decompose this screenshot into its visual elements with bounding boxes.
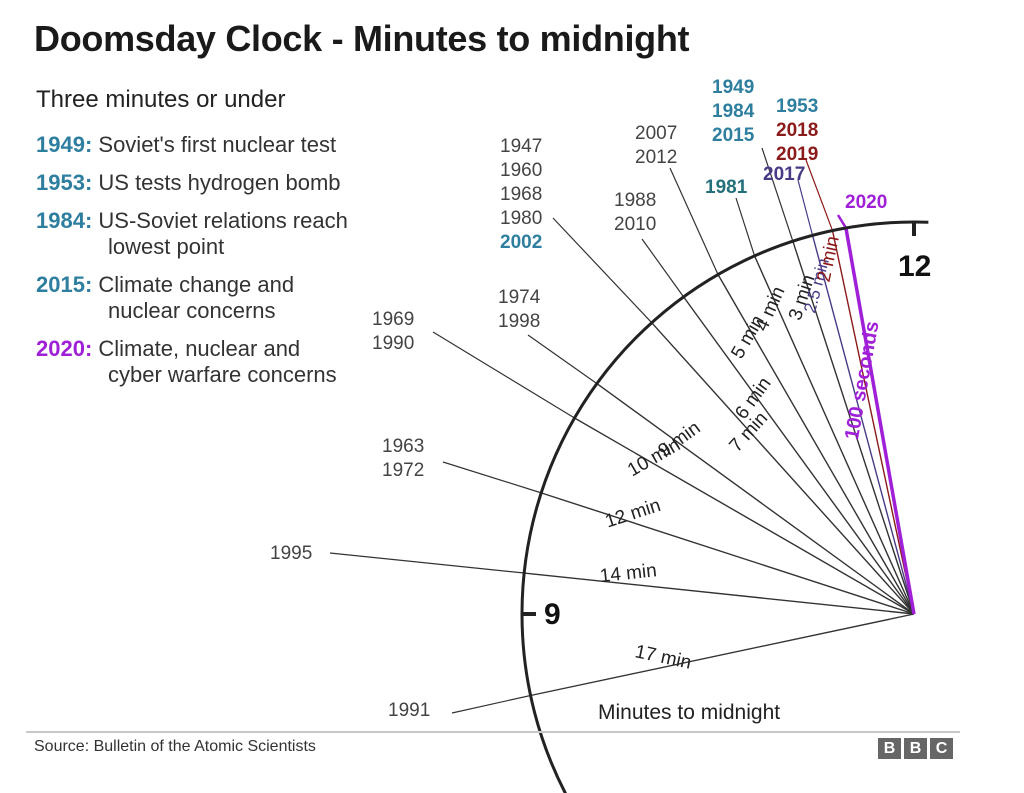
- year-label: 2010: [614, 214, 656, 235]
- clock-face-arc: [520, 220, 929, 793]
- bbc-logo-letter: C: [930, 738, 953, 759]
- clock-hand: [524, 572, 915, 615]
- legend-item: 1984: US-Soviet relations reach lowest po…: [36, 208, 426, 260]
- year-label: 2018: [776, 120, 818, 141]
- legend-item: 1949: Soviet's first nuclear test: [36, 132, 426, 158]
- legend-item: 2020: Climate, nuclear and cyber warfare …: [36, 336, 426, 388]
- minute-label: 4 min: [751, 283, 789, 334]
- clock-hand: [717, 274, 915, 615]
- year-leader-line: [836, 214, 847, 229]
- legend-desc: Climate change and: [92, 272, 295, 297]
- year-leader-line: [329, 552, 525, 574]
- year-label: 1960: [500, 160, 542, 181]
- year-label: 1991: [388, 700, 430, 721]
- subtitle: Three minutes or under: [36, 86, 286, 113]
- year-label: 1995: [270, 543, 312, 564]
- source-note: Source: Bulletin of the Atomic Scientist…: [34, 738, 316, 755]
- year-leader-line: [442, 461, 542, 494]
- year-leader-line: [735, 197, 756, 257]
- clock-hand: [811, 235, 915, 615]
- bbc-logo-letter: B: [904, 738, 927, 759]
- year-label: 1984: [712, 101, 755, 122]
- legend-desc: US tests hydrogen bomb: [92, 170, 341, 195]
- clock-hand: [530, 613, 915, 697]
- year-label: 1981: [705, 177, 748, 198]
- page-title: Doomsday Clock - Minutes to midnight: [34, 18, 690, 59]
- year-label: 2002: [500, 232, 542, 253]
- year-leader-line: [761, 147, 794, 242]
- year-label: 2020: [845, 192, 887, 213]
- clock-hands: [329, 147, 916, 714]
- clock-hand: [792, 240, 915, 615]
- year-label: 1949: [712, 77, 754, 98]
- year-label: 1963: [382, 436, 424, 457]
- year-label: 2019: [776, 144, 818, 165]
- year-leader-line: [805, 159, 834, 231]
- footer-rule: [26, 731, 960, 733]
- year-label: 1988: [614, 190, 656, 211]
- year-leader-line: [451, 694, 531, 714]
- minute-label: 6 min: [731, 374, 775, 424]
- minute-label: 14 min: [599, 560, 658, 587]
- clock-hand: [651, 322, 915, 615]
- year-label: 1953: [776, 96, 818, 117]
- legend-item: 1953: US tests hydrogen bomb: [36, 170, 426, 196]
- minute-label: 17 min: [633, 641, 693, 673]
- hour-label-9: 9: [544, 598, 561, 631]
- year-label: 2017: [763, 164, 805, 185]
- clock-hand: [683, 296, 915, 615]
- legend-year: 2020:: [36, 336, 93, 361]
- year-leader-line: [669, 167, 719, 275]
- legend-desc-line2: cyber warfare concerns: [108, 362, 337, 387]
- year-label: 1990: [372, 333, 414, 354]
- minute-label: 100 seconds: [841, 319, 884, 441]
- year-label: 2012: [635, 147, 677, 168]
- year-leader-line: [797, 179, 814, 236]
- legend-desc-line2: lowest point: [108, 234, 225, 259]
- minute-label: 2 min: [814, 234, 844, 284]
- year-label: 2007: [635, 123, 677, 144]
- axis-label: Minutes to midnight: [598, 701, 780, 724]
- legend-year: 1984:: [36, 208, 93, 233]
- bbc-logo-letter: B: [878, 738, 901, 759]
- clock-hand: [753, 255, 915, 615]
- legend-item: 2015: Climate change and nuclear concerns: [36, 272, 426, 324]
- year-label: 1947: [500, 136, 542, 157]
- year-leader-line: [552, 217, 653, 324]
- year-label: 1969: [372, 309, 414, 330]
- clock-hand: [844, 227, 916, 615]
- legend: 1949: Soviet's first nuclear test 1953: U…: [36, 132, 426, 400]
- clock-hand: [596, 383, 915, 615]
- clock-hand: [540, 492, 915, 615]
- year-label: 1974: [498, 287, 541, 308]
- hour-label-12: 12: [898, 250, 931, 283]
- year-leader-line: [527, 334, 598, 385]
- legend-desc: Soviet's first nuclear test: [92, 132, 337, 157]
- year-label: 1972: [382, 460, 424, 481]
- legend-year: 1953:: [36, 170, 93, 195]
- legend-year: 2015:: [36, 272, 93, 297]
- year-label: 1980: [500, 208, 542, 229]
- clock-hand: [831, 230, 915, 615]
- legend-desc-line2: nuclear concerns: [108, 298, 276, 323]
- minute-label: 12 min: [603, 495, 664, 533]
- year-label: 1968: [500, 184, 542, 205]
- clock-hand: [574, 417, 915, 615]
- legend-year: 1949:: [36, 132, 93, 157]
- year-label: 2015: [712, 125, 755, 146]
- legend-desc: US-Soviet relations reach: [92, 208, 348, 233]
- year-leader-line: [641, 238, 685, 298]
- year-leader-line: [432, 331, 575, 419]
- year-label: 1998: [498, 311, 540, 332]
- legend-desc: Climate, nuclear and: [92, 336, 301, 361]
